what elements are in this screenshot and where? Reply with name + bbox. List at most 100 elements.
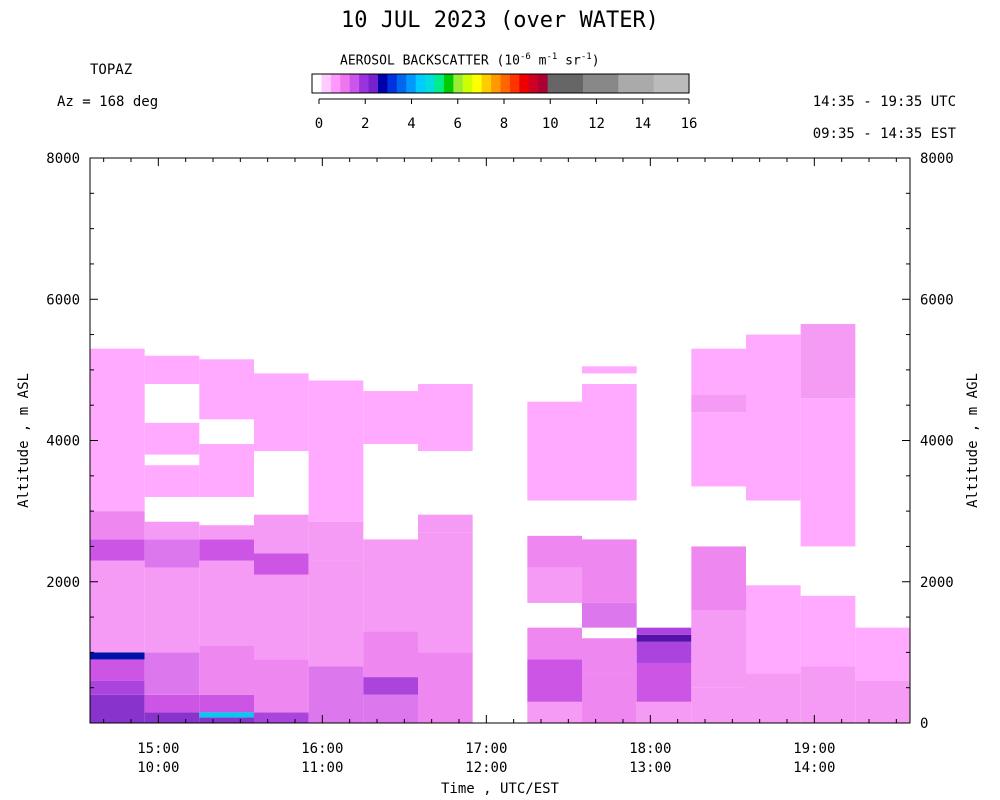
heatmap-cell xyxy=(527,627,582,660)
colorbar-swatch xyxy=(453,74,464,93)
heatmap-cell xyxy=(308,666,364,723)
colorbar-title: AEROSOL BACKSCATTER (10-6 m-1 sr-1) xyxy=(340,52,600,68)
heatmap-cell xyxy=(746,585,801,674)
heatmap-cell xyxy=(582,673,637,723)
colorbar-swatch xyxy=(528,74,539,93)
colorbar-title-sr-exp: -1 xyxy=(580,52,592,62)
heatmap-cell xyxy=(418,652,473,723)
heatmap-cell xyxy=(144,521,200,540)
x-tick-label-est: 14:00 xyxy=(793,760,835,776)
heatmap-cell xyxy=(418,384,473,452)
heatmap-cell xyxy=(691,394,746,413)
heatmap-cells xyxy=(90,323,910,723)
heatmap-cell xyxy=(691,687,746,723)
heatmap-cell xyxy=(254,659,309,713)
x-tick-label-utc: 17:00 xyxy=(465,741,507,757)
colorbar-swatch xyxy=(406,74,417,93)
heatmap-cell xyxy=(199,694,254,713)
colorbar-title-units: m xyxy=(530,53,547,69)
colorbar-swatch xyxy=(377,74,388,93)
colorbar-tick-label: 10 xyxy=(542,116,559,132)
colorbar-swatch xyxy=(653,74,690,93)
y-right-tick-label: 8000 xyxy=(920,151,954,167)
colorbar-swatch xyxy=(462,74,473,93)
heatmap-cell xyxy=(199,645,254,695)
heatmap-cell xyxy=(363,694,418,723)
heatmap-cell xyxy=(144,712,200,723)
y-left-axis-title: Altitude , m ASL xyxy=(16,373,32,508)
x-tick-label-utc: 16:00 xyxy=(301,741,343,757)
heatmap-cell xyxy=(308,380,364,522)
heatmap-cell xyxy=(199,712,254,718)
heatmap-cell xyxy=(800,323,856,399)
colorbar-tick-label: 2 xyxy=(361,116,369,132)
heatmap-cell xyxy=(582,366,637,374)
heatmap-cell xyxy=(254,373,309,452)
colorbar-tick-label: 4 xyxy=(407,116,415,132)
heatmap-cell xyxy=(254,553,309,575)
heatmap-cell xyxy=(144,567,200,653)
heatmap-cell xyxy=(582,539,637,603)
heatmap-cell xyxy=(144,355,200,384)
colorbar-swatch xyxy=(509,74,520,93)
heatmap-cell xyxy=(691,412,746,487)
heatmap-cell xyxy=(800,595,856,667)
heatmap-cell xyxy=(90,680,145,695)
y-right-tick-label: 0 xyxy=(920,716,928,732)
colorbar-title-main: AEROSOL BACKSCATTER (10 xyxy=(340,53,521,69)
x-tick-label-est: 12:00 xyxy=(465,760,507,776)
axis-labels: 8000 6000 4000 2000 8000 6000 4000 2000 0 15:00 10… xyxy=(16,151,981,797)
colorbar-swatch xyxy=(340,74,351,93)
colorbar-swatch xyxy=(481,74,492,93)
heatmap-cell xyxy=(636,634,692,642)
colorbar-swatch xyxy=(396,74,407,93)
heatmap-cell xyxy=(199,359,254,420)
heatmap-cell xyxy=(363,631,418,678)
y-left-tick-label: 8000 xyxy=(46,151,80,167)
heatmap-cell xyxy=(144,539,200,568)
heatmap-cell xyxy=(254,514,309,554)
heatmap-cell xyxy=(855,680,910,723)
colorbar-swatch xyxy=(582,74,619,93)
heatmap-cell xyxy=(527,567,582,603)
y-right-tick-label: 2000 xyxy=(920,575,954,591)
heatmap-cell xyxy=(90,659,145,681)
heatmap-cell xyxy=(527,401,582,501)
x-tick-label-utc: 15:00 xyxy=(137,741,179,757)
colorbar-title-exp: -6 xyxy=(520,52,531,62)
heatmap-cell xyxy=(691,546,746,610)
heatmap-cell xyxy=(855,627,910,681)
heatmap-cell xyxy=(582,602,637,628)
y-left-tick-label: 2000 xyxy=(46,575,80,591)
y-right-tick-label: 6000 xyxy=(920,292,954,308)
colorbar-tick-label: 0 xyxy=(315,116,323,132)
heatmap-cell xyxy=(418,532,473,653)
colorbar-title-sr: sr xyxy=(557,53,581,69)
heatmap-cell xyxy=(90,560,145,653)
utc-range: 14:35 - 19:35 UTC xyxy=(812,94,956,110)
heatmap-cell xyxy=(636,641,692,663)
heatmap-cell xyxy=(90,348,145,512)
colorbar-swatch xyxy=(321,74,332,93)
colorbar-swatch xyxy=(547,74,584,93)
heatmap-cell xyxy=(582,384,637,501)
heatmap-cell xyxy=(199,539,254,561)
heatmap-cell xyxy=(636,701,692,723)
heatmap-cell xyxy=(363,391,418,445)
heatmap-cell xyxy=(418,514,473,533)
heatmap-cell xyxy=(746,334,801,501)
x-tick-label-est: 10:00 xyxy=(137,760,179,776)
heatmap-cell xyxy=(199,525,254,540)
heatmap-cell xyxy=(90,694,145,723)
heatmap-cell xyxy=(800,398,856,547)
heatmap-cell xyxy=(90,539,145,561)
heatmap-cell xyxy=(308,560,364,667)
colorbar-border xyxy=(311,73,690,94)
colorbar-swatch xyxy=(425,74,436,93)
heatmap-cell xyxy=(90,511,145,540)
heatmap-cell xyxy=(363,677,418,695)
colorbar-tick-label: 8 xyxy=(500,116,508,132)
colorbar-swatch xyxy=(387,74,398,93)
colorbar-tick-label: 16 xyxy=(681,116,698,132)
